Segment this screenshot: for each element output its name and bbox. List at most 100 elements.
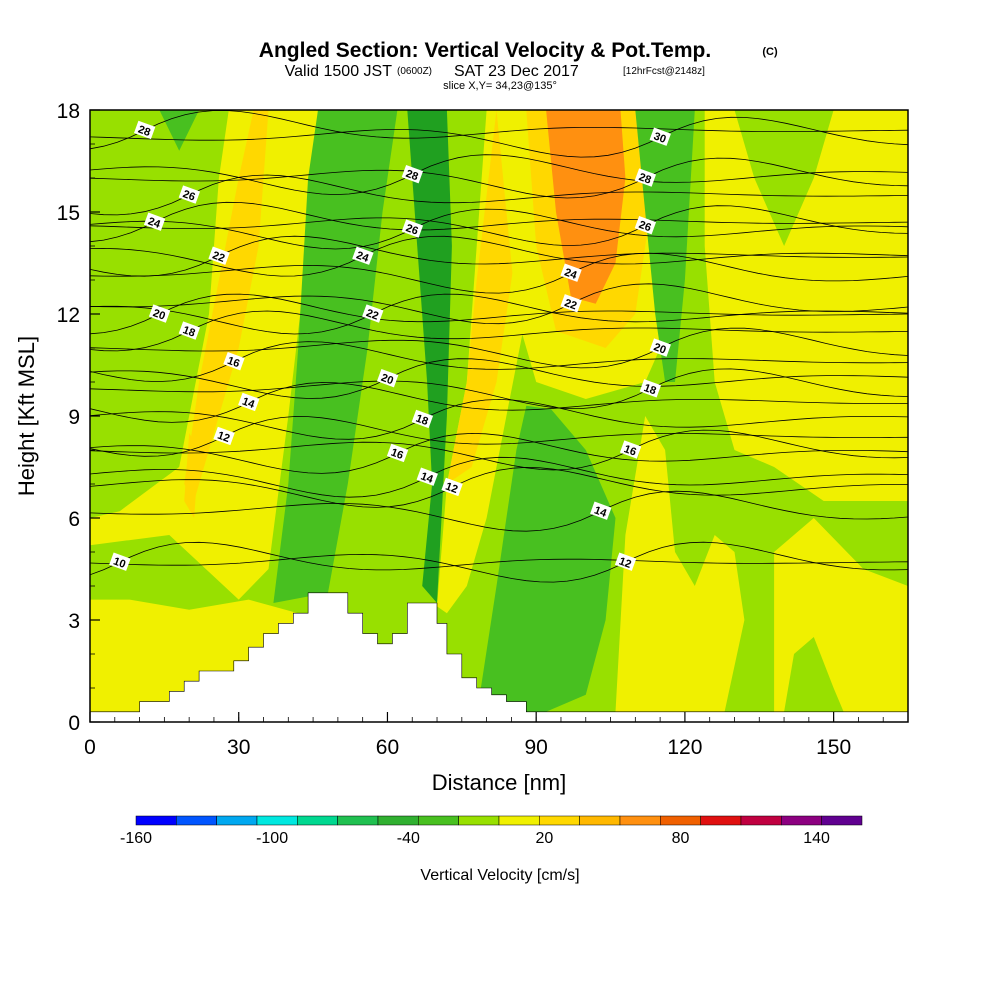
y-tick-label: 6 [68, 508, 80, 531]
contour-label-box [213, 426, 235, 446]
colorbar-swatch [256, 815, 298, 826]
upper-left-green [159, 110, 200, 151]
isentrope-18 [90, 368, 908, 409]
contour-label-18: 18 [414, 413, 430, 428]
contour-label-box [441, 477, 463, 497]
y-tick-label: 12 [57, 304, 80, 327]
isentrope-10 [90, 541, 908, 576]
valid-date: SAT 23 Dec 2017 [454, 63, 579, 80]
valid-time-utc: (0600Z) [397, 66, 432, 77]
contour-label-28: 28 [136, 124, 152, 139]
contour-label-box [614, 552, 637, 571]
terrain [90, 592, 908, 722]
contour-label-box [416, 467, 438, 486]
colorbar-swatch [740, 815, 782, 826]
slice-info: slice X,Y= 34,23@135° [443, 80, 557, 92]
contour-label-box [133, 120, 156, 140]
y-tick-label: 15 [57, 202, 80, 225]
contour-label-16: 16 [389, 447, 405, 462]
contour-label-14: 14 [240, 396, 256, 412]
colorbar-tick-label: -40 [397, 830, 420, 847]
contour-label-box [148, 304, 171, 323]
colorbar-tick-label: 80 [672, 830, 690, 847]
contour-label-box [590, 501, 612, 520]
contour-label-16: 16 [622, 443, 638, 458]
isentrope-30 [90, 116, 908, 158]
colorbar-swatch [337, 815, 379, 826]
colorbar-tick-label: -100 [256, 830, 288, 847]
contour-label-18: 18 [642, 382, 658, 397]
contour-label-box [401, 219, 424, 238]
isentrope-16 [90, 429, 908, 471]
colorbar-title: Vertical Velocity [cm/s] [420, 867, 579, 884]
contour-label-12: 12 [216, 430, 232, 445]
contour-label-box [639, 379, 662, 398]
x-axis-label: Distance [nm] [432, 770, 567, 795]
contour-label-box [649, 338, 671, 357]
x-tick-label: 60 [376, 736, 399, 759]
isentrope-26 [90, 208, 908, 250]
contour-label-28: 28 [637, 171, 653, 186]
contour-label-box [143, 212, 166, 231]
contour-label-box [109, 552, 131, 571]
colorbar: -160 -100 -40 20 80 140 [120, 815, 863, 847]
colorbar-swatch [297, 815, 338, 826]
y-axis: 0 3 6 9 12 15 18 [57, 100, 100, 735]
colorbar-tick-label: -160 [120, 830, 152, 847]
colorbar-swatch [377, 815, 419, 826]
contour-label-20: 20 [151, 307, 167, 322]
contour-label-24: 24 [146, 215, 162, 231]
isentrope-12 [90, 541, 908, 583]
contour-label-box [560, 294, 582, 313]
contour-label-box [352, 246, 374, 265]
colorbar-swatch [660, 815, 701, 826]
isentrope-14 [90, 490, 908, 532]
contour-label-box [411, 409, 434, 429]
isentrope-22 [90, 283, 908, 325]
contour-label-30: 30 [652, 130, 668, 145]
contour-label-26: 26 [181, 188, 197, 203]
isentrope-28 [90, 154, 908, 196]
contour-label-box [238, 392, 260, 412]
far-right-yellow-lower [615, 416, 745, 712]
isentrope-12 [90, 466, 908, 508]
contour-label-box [223, 351, 245, 371]
left-yellow-band [90, 110, 318, 600]
isentrope-28 [90, 157, 908, 199]
contour-label-22: 22 [211, 249, 227, 264]
contour-label-box [649, 127, 671, 146]
isentrope-16 [90, 341, 908, 383]
colorbar-swatch [176, 815, 217, 826]
contour-label-12: 12 [617, 555, 633, 570]
chart-title: Angled Section: Vertical Velocity & Pot.… [259, 39, 711, 62]
y-axis-label: Height [Kft MSL] [14, 336, 39, 496]
contour-label-box [178, 185, 201, 204]
x-tick-label: 150 [816, 736, 851, 759]
x-axis: 0 30 60 90 120 150 [84, 712, 909, 759]
colorbar-swatch [781, 815, 822, 826]
copyright-mark: (C) [762, 46, 778, 58]
isentrope-20 [90, 358, 908, 399]
contour-label-box [178, 321, 201, 340]
contour-label-box [634, 215, 657, 235]
isentrope-26 [90, 205, 908, 247]
isentrope-24 [90, 252, 908, 294]
contour-label-20: 20 [379, 372, 395, 387]
y-tick-label: 9 [68, 406, 80, 429]
x-tick-label: 120 [667, 736, 702, 759]
contour-label-20: 20 [652, 341, 668, 356]
colorbar-swatch [498, 815, 540, 826]
contour-label-14: 14 [592, 504, 608, 520]
colorbar-swatch [619, 815, 661, 826]
contour-label-18: 18 [181, 324, 197, 339]
left-green-updraft-band [273, 110, 398, 603]
x-tick-label: 0 [84, 736, 96, 759]
x-tick-label: 30 [227, 736, 250, 759]
forecast-run: [12hrFcst@2148z] [623, 66, 705, 77]
valid-time-prefix: Valid 1500 JST [285, 63, 393, 80]
contour-label-22: 22 [364, 307, 380, 322]
right-green-downdraft [476, 405, 616, 716]
contour-label-14: 14 [419, 470, 435, 486]
contour-labels: 10 12 12 12 14 14 14 16 16 16 18 18 18 20 20 20 22 22 22 24… [109, 120, 671, 571]
contour-label-24: 24 [563, 266, 579, 282]
